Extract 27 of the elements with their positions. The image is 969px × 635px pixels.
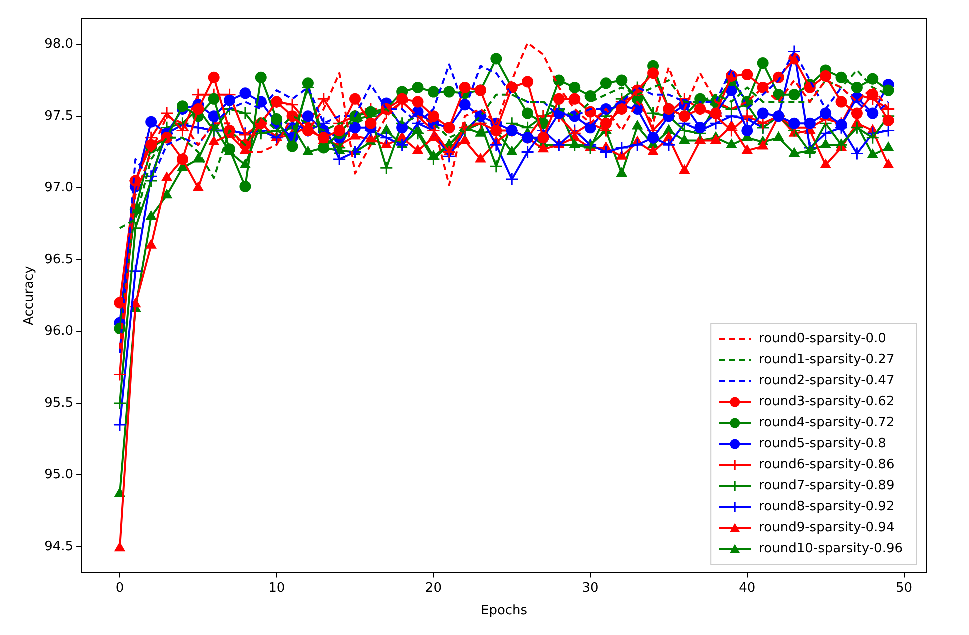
legend-label: round3-sparsity-0.62 — [759, 394, 895, 410]
legend-label: round9-sparsity-0.94 — [759, 520, 895, 536]
legend-label: round10-sparsity-0.96 — [759, 542, 904, 557]
y-tick-label: 95.0 — [44, 468, 74, 483]
legend-label: round0-sparsity-0.0 — [759, 332, 886, 347]
x-axis-title: Epochs — [480, 604, 528, 619]
x-tick-label: 50 — [896, 580, 913, 596]
x-tick-label: 30 — [582, 580, 599, 596]
y-tick-label: 97.0 — [44, 180, 74, 196]
legend-label: round7-sparsity-0.89 — [759, 478, 895, 494]
y-tick-label: 97.5 — [44, 108, 74, 124]
legend-label: round4-sparsity-0.72 — [759, 416, 895, 431]
y-tick-label: 96.5 — [44, 252, 74, 268]
legend-label: round8-sparsity-0.92 — [759, 500, 895, 515]
x-tick-label: 10 — [268, 580, 286, 596]
legend-label: round2-sparsity-0.47 — [759, 374, 895, 389]
y-tick-label: 96.0 — [44, 324, 74, 340]
legend-label: round1-sparsity-0.27 — [759, 352, 895, 368]
y-tick-label: 95.5 — [44, 396, 74, 411]
legend-label: round6-sparsity-0.86 — [759, 458, 895, 473]
x-tick-label: 20 — [425, 580, 442, 596]
x-tick-label: 0 — [116, 580, 124, 596]
y-tick-label: 94.5 — [44, 539, 74, 554]
y-tick-label: 98.0 — [44, 37, 74, 52]
y-axis-title: Accuracy — [22, 266, 38, 326]
x-tick-label: 40 — [739, 580, 756, 596]
legend-label: round5-sparsity-0.8 — [759, 436, 886, 452]
